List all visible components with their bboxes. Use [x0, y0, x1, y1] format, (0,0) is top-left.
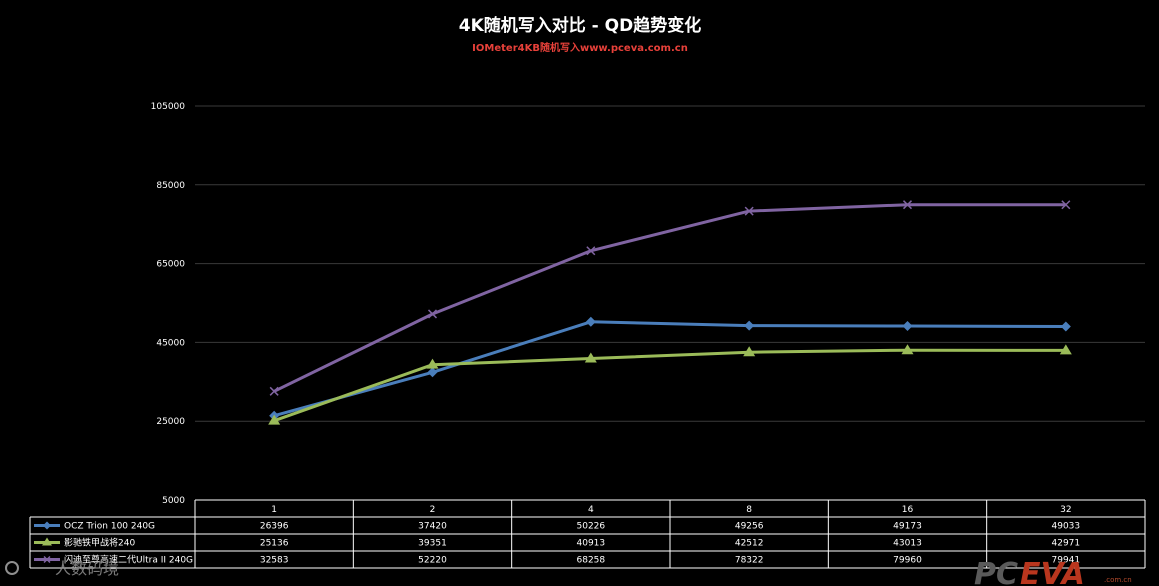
y-axis-ticks: 5000 25000 45000 65000 85000 105000: [151, 102, 186, 506]
data-table: 1 2 4 8 16 32 OCZ Trion 100 240G 26396 37420 5022…: [29, 499, 1146, 569]
data-point: [268, 414, 281, 425]
x-category-label: 4: [588, 505, 594, 515]
y-tick-label: 85000: [156, 181, 185, 191]
y-tick-label: 65000: [156, 260, 185, 270]
chart-subtitle: IOMeter4KB随机写入www.pceva.com.cn: [472, 41, 688, 54]
table-cell-value: 49256: [735, 522, 764, 532]
watermark-left: 人数码境: [5, 559, 119, 578]
data-point: [427, 367, 438, 378]
data-point: [1059, 344, 1072, 355]
y-tick-label: 25000: [156, 417, 185, 427]
x-category-label: 1: [271, 505, 277, 515]
data-point: [902, 320, 913, 331]
legend-entry: 影驰铁甲战将240: [34, 537, 135, 549]
table-cell-value: 79941: [1052, 556, 1081, 566]
table-cell-value: 42512: [735, 539, 764, 549]
brand-logo: PC EVA .com.cn: [974, 557, 1132, 586]
series-line: [273, 320, 1066, 418]
data-point: [743, 346, 756, 357]
data-point: [584, 352, 597, 363]
brand-left: PC: [974, 557, 1018, 586]
grid-lines: [195, 105, 1145, 501]
table-cell-value: 37420: [418, 522, 447, 532]
x-category-label: 2: [430, 505, 436, 515]
data-point: [744, 206, 754, 216]
table-cell-value: 25136: [260, 539, 289, 549]
brand-right: EVA: [1020, 557, 1085, 586]
table-cell-value: 42971: [1052, 539, 1081, 549]
legend-entry: 闪迪至尊高速二代Ultra II 240G: [34, 554, 193, 566]
table-cell-value: 79960: [893, 556, 922, 566]
series-markers: [268, 200, 1072, 425]
legend-label: OCZ Trion 100 240G: [64, 522, 155, 532]
x-category-label: 32: [1060, 505, 1071, 515]
table-cell-value: 78322: [735, 556, 764, 566]
x-category-label: 8: [746, 505, 752, 515]
brand-domain: .com.cn: [1104, 576, 1132, 584]
data-point: [1061, 200, 1071, 210]
legend-label: 影驰铁甲战将240: [64, 537, 135, 549]
data-point: [1060, 321, 1071, 332]
data-point: [426, 358, 439, 369]
data-point: [269, 386, 279, 396]
series-line: [273, 203, 1066, 393]
table-cell-value: 50226: [577, 522, 606, 532]
table-cell-value: 49173: [893, 522, 922, 532]
chart-title: 4K随机写入对比 - QD趋势变化: [459, 15, 701, 36]
watermark-logo-icon: [5, 561, 19, 575]
table-cell-value: 40913: [577, 539, 606, 549]
x-category-label: 16: [902, 505, 914, 515]
data-point: [586, 246, 596, 256]
watermark-text: 人数码境: [55, 559, 119, 578]
data-point: [427, 309, 438, 319]
legend-entry: OCZ Trion 100 240G: [34, 521, 155, 532]
table-cell-value: 32583: [260, 556, 289, 566]
table-cell-value: 39351: [418, 539, 447, 549]
table-cell-value: 52220: [418, 556, 447, 566]
legend-label: 闪迪至尊高速二代Ultra II 240G: [64, 554, 193, 566]
data-point: [901, 344, 914, 355]
y-tick-label: 5000: [162, 496, 185, 506]
data-point: [585, 316, 596, 327]
y-tick-label: 45000: [156, 338, 185, 348]
data-point: [902, 200, 913, 210]
table-cell-value: 43013: [893, 539, 922, 549]
table-cell-value: 68258: [577, 556, 606, 566]
y-tick-label: 105000: [151, 102, 186, 112]
data-point: [744, 320, 755, 331]
series-lines: [273, 203, 1066, 423]
table-cell-value: 49033: [1052, 522, 1081, 532]
table-cell-value: 26396: [260, 522, 289, 532]
series-line: [273, 348, 1066, 423]
